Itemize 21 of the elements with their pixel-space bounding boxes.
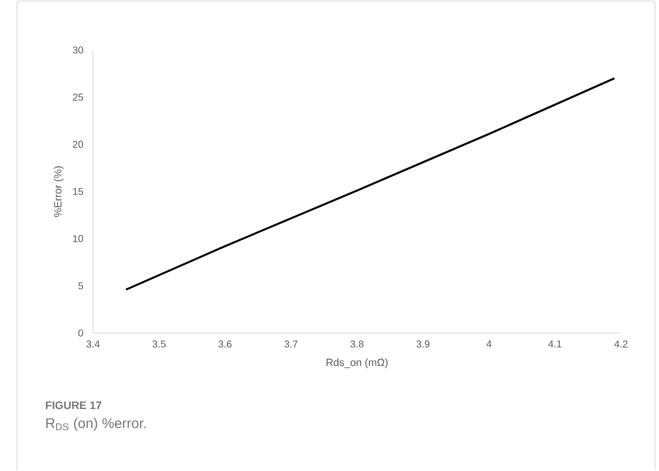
x-tick-label: 4.1	[548, 340, 562, 348]
x-tick-label: 4.2	[614, 340, 628, 348]
x-tick-label: 3.4	[86, 340, 100, 348]
y-tick-label: 10	[73, 235, 84, 242]
x-tick-label: 3.6	[218, 340, 232, 348]
y-tick-label: 30	[72, 46, 84, 54]
y-tick-label: 25	[72, 94, 84, 101]
y-axis-title: %Error (%)	[54, 166, 64, 217]
y-tick-label: 0	[78, 329, 84, 337]
x-tick-label: 3.8	[350, 340, 364, 348]
x-tick-label: 3.7	[284, 340, 298, 348]
y-tick-label: 20	[72, 140, 84, 148]
x-tick-label: 4	[486, 340, 492, 348]
y-tick-label: 5	[78, 282, 84, 290]
text: R$_{DS}$ (on) %error.	[46, 418, 146, 431]
y-tick-label: 15	[73, 188, 84, 195]
x-tick-label: 3.9	[416, 340, 430, 348]
line-series	[125, 77, 616, 291]
x-tick-label: 3.5	[152, 340, 166, 348]
text: FIGURE 17	[46, 401, 102, 410]
x-axis-title: Rds_on (mΩ)	[326, 358, 388, 368]
